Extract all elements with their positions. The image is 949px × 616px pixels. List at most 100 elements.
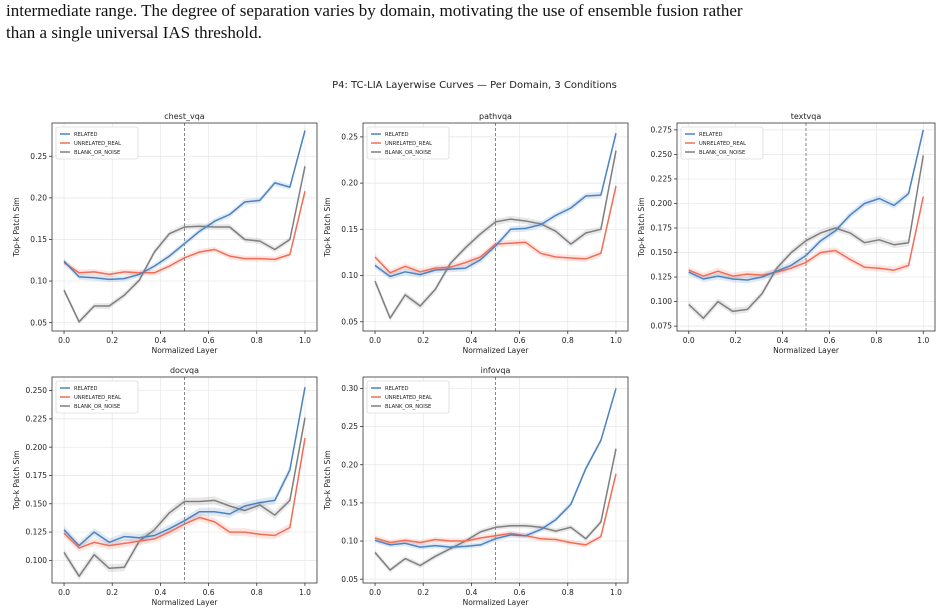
subplot-title: infovqa <box>481 366 511 375</box>
y-tick-label: 0.10 <box>341 537 358 546</box>
y-tick-label: 0.25 <box>341 422 358 431</box>
legend-label-UNRELATED_REAL: UNRELATED_REAL <box>385 395 432 401</box>
series-line-BLANK_OR_NOISE <box>374 150 617 319</box>
y-tick-label: 0.100 <box>26 556 48 565</box>
y-tick-label: 0.05 <box>341 317 358 326</box>
y-axis-label: Top-k Patch Sim <box>323 450 332 510</box>
plot-frame <box>51 376 318 584</box>
x-tick-label: 1.0 <box>917 336 929 345</box>
y-tick-label: 0.125 <box>651 273 673 282</box>
series-line-UNRELATED_REAL <box>374 473 617 546</box>
x-tick-label: 0.6 <box>203 588 215 597</box>
y-tick-label: 0.150 <box>26 499 48 508</box>
x-tick-label: 0.8 <box>251 336 263 345</box>
subplot-title: textvqa <box>791 112 822 121</box>
y-tick-label: 0.25 <box>341 132 358 141</box>
legend-label-BLANK_OR_NOISE: BLANK_OR_NOISE <box>385 150 431 156</box>
subplot-title: chest_vqa <box>164 112 205 121</box>
y-tick-label: 0.20 <box>30 193 47 202</box>
y-tick-label: 0.225 <box>26 414 48 423</box>
y-tick-label: 0.225 <box>651 175 673 184</box>
y-tick-label: 0.150 <box>651 248 673 257</box>
y-tick-label: 0.20 <box>341 179 358 188</box>
legend-label-RELATED: RELATED <box>699 132 722 138</box>
x-tick-label: 0.2 <box>417 336 429 345</box>
legend-label-UNRELATED_REAL: UNRELATED_REAL <box>74 395 121 401</box>
plot-frame <box>362 122 629 332</box>
y-axis-label: Top-k Patch Sim <box>637 197 646 257</box>
panel-chest_vqa: 0.0 0.2 0.4 0.6 0.8 1.0 0.05 0.10 0.15 0.20 0.25 ch… <box>12 112 318 355</box>
series-line-BLANK_OR_NOISE <box>63 166 306 323</box>
series-line-RELATED <box>63 387 306 547</box>
x-tick-label: 0.4 <box>465 336 477 345</box>
y-tick-label: 0.10 <box>30 277 47 286</box>
y-tick-label: 0.200 <box>26 443 48 452</box>
y-tick-label: 0.100 <box>651 297 673 306</box>
legend-label-UNRELATED_REAL: UNRELATED_REAL <box>699 141 746 147</box>
y-tick-label: 0.075 <box>651 322 673 331</box>
legend-label-BLANK_OR_NOISE: BLANK_OR_NOISE <box>385 404 431 410</box>
x-tick-label: 0.6 <box>823 336 835 345</box>
x-tick-label: 1.0 <box>299 588 311 597</box>
legend-box <box>55 380 139 414</box>
x-tick-label: 0.0 <box>683 336 695 345</box>
x-axis-label: Normalized Layer <box>152 346 219 355</box>
band-UNRELATED_REAL <box>375 182 616 276</box>
x-tick-label: 0.2 <box>730 336 742 345</box>
x-tick-label: 0.4 <box>154 588 166 597</box>
y-tick-label: 0.20 <box>341 460 358 469</box>
x-tick-label: 1.0 <box>610 588 622 597</box>
x-axis-label: Normalized Layer <box>463 598 530 607</box>
legend-box <box>55 126 139 160</box>
y-tick-label: 0.125 <box>26 528 48 537</box>
x-tick-label: 0.2 <box>417 588 429 597</box>
y-tick-label: 0.25 <box>30 152 47 161</box>
legend-label-UNRELATED_REAL: UNRELATED_REAL <box>385 141 432 147</box>
y-axis-label: Top-k Patch Sim <box>12 450 21 510</box>
band-RELATED <box>688 126 924 284</box>
series-line-UNRELATED_REAL <box>688 196 925 277</box>
panel-docvqa: 0.0 0.2 0.4 0.6 0.8 1.0 0.100 0.125 0.150 0.175 0.… <box>12 366 318 607</box>
legend-label-BLANK_OR_NOISE: BLANK_OR_NOISE <box>74 150 120 156</box>
x-tick-label: 0.4 <box>465 588 477 597</box>
x-tick-label: 0.4 <box>154 336 166 345</box>
x-tick-label: 0.0 <box>369 336 381 345</box>
legend-label-BLANK_OR_NOISE: BLANK_OR_NOISE <box>74 404 120 410</box>
legend-label-BLANK_OR_NOISE: BLANK_OR_NOISE <box>699 150 745 156</box>
x-tick-label: 0.2 <box>106 336 118 345</box>
x-axis-label: Normalized Layer <box>773 346 840 355</box>
legend-label-RELATED: RELATED <box>74 132 97 138</box>
x-tick-label: 0.0 <box>58 588 70 597</box>
y-tick-label: 0.05 <box>341 575 358 584</box>
legend-box <box>680 126 764 160</box>
series-line-UNRELATED_REAL <box>63 191 306 276</box>
y-tick-label: 0.200 <box>651 199 673 208</box>
y-tick-label: 0.10 <box>341 271 358 280</box>
x-axis-label: Normalized Layer <box>463 346 530 355</box>
y-tick-label: 0.05 <box>30 318 47 327</box>
y-tick-label: 0.30 <box>341 384 358 393</box>
y-tick-label: 0.15 <box>341 498 358 507</box>
band-BLANK_OR_NOISE <box>688 151 924 322</box>
y-tick-label: 0.175 <box>26 471 48 480</box>
y-tick-label: 0.250 <box>651 150 673 159</box>
caption-line-2: than a single universal IAS threshold. <box>6 23 262 42</box>
legend-label-RELATED: RELATED <box>385 132 408 138</box>
x-tick-label: 0.8 <box>251 588 263 597</box>
y-axis-label: Top-k Patch Sim <box>323 197 332 257</box>
y-tick-label: 0.175 <box>651 224 673 233</box>
panel-pathvqa: 0.0 0.2 0.4 0.6 0.8 1.0 0.05 0.10 0.15 0.20 0.25 pa… <box>323 112 629 355</box>
x-tick-label: 0.8 <box>870 336 882 345</box>
band-UNRELATED_REAL <box>375 471 616 548</box>
caption-text: intermediate range. The degree of separa… <box>6 0 946 44</box>
figure-title: P4: TC-LIA Layerwise Curves — Per Domain… <box>332 80 617 91</box>
x-tick-label: 0.0 <box>58 336 70 345</box>
x-tick-label: 0.8 <box>562 336 574 345</box>
series-line-BLANK_OR_NOISE <box>63 417 306 577</box>
panel-infovqa: 0.0 0.2 0.4 0.6 0.8 1.0 0.05 0.10 0.15 0.20 0.25 0.… <box>323 366 629 607</box>
panel-textvqa: 0.0 0.2 0.4 0.6 0.8 1.0 0.075 0.100 0.125 0.150 0.… <box>637 112 936 355</box>
legend-box <box>366 126 450 160</box>
band-RELATED <box>64 383 305 550</box>
x-tick-label: 1.0 <box>610 336 622 345</box>
